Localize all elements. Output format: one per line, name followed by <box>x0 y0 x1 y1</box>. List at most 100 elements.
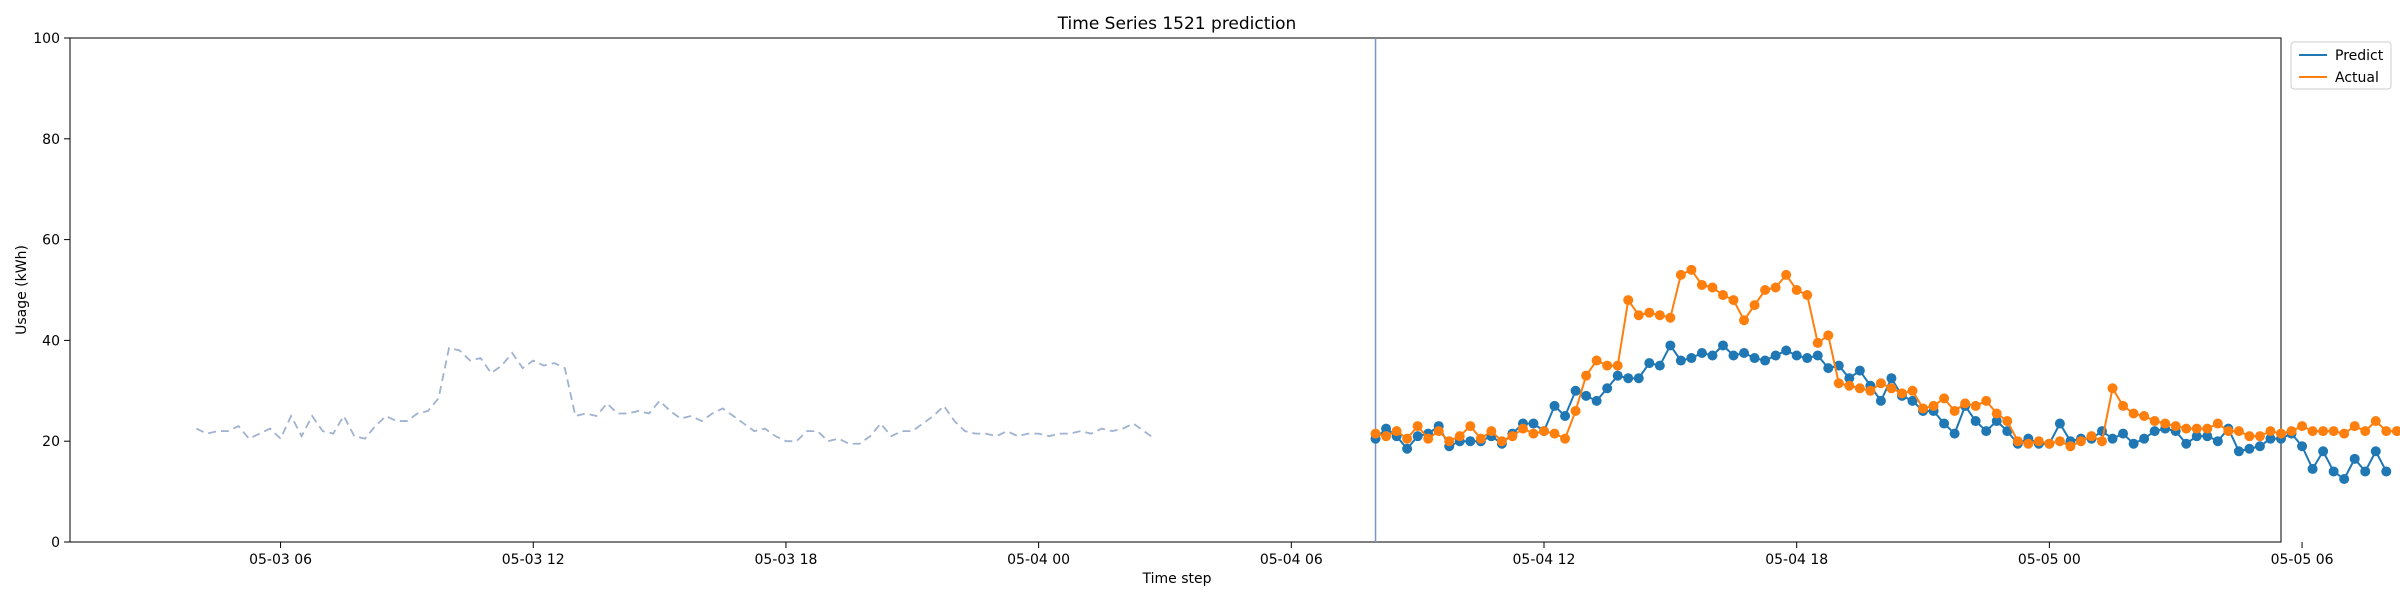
predict-point <box>1749 353 1760 364</box>
actual-point <box>1496 436 1507 447</box>
actual-point <box>2181 423 2192 434</box>
actual-point <box>2033 436 2044 447</box>
actual-point <box>2339 428 2350 439</box>
y-tick-label: 60 <box>42 233 60 249</box>
predict-point <box>1402 443 1413 454</box>
actual-point <box>1991 408 2002 419</box>
actual-point <box>1707 282 1718 293</box>
predict-point <box>2139 433 2150 444</box>
predict-point <box>1739 348 1750 358</box>
chart-title: Time Series 1521 prediction <box>1057 14 1297 34</box>
predict-point <box>1549 400 1560 411</box>
actual-point <box>1423 433 1434 444</box>
legend-label-actual: Actual <box>2335 70 2379 86</box>
actual-point <box>1539 426 1549 437</box>
predict-point <box>1886 373 1897 384</box>
actual-point <box>1802 290 1813 301</box>
actual-point <box>2128 408 2139 419</box>
actual-point <box>2160 418 2171 429</box>
actual-point <box>2023 438 2034 449</box>
legend: Predict Actual <box>2290 41 2392 90</box>
actual-point <box>1486 426 1497 437</box>
actual-point <box>1896 388 1907 399</box>
predict-point <box>1781 345 1792 356</box>
actual-point <box>2318 426 2329 437</box>
actual-point <box>1623 295 1634 306</box>
predict-point <box>1907 395 1918 406</box>
y-tick-label: 20 <box>42 434 60 450</box>
actual-point <box>1665 312 1676 323</box>
predict-point <box>1991 416 2002 427</box>
plot-area <box>69 37 2282 543</box>
actual-point <box>1823 330 1834 341</box>
predict-line <box>1374 343 2388 481</box>
predict-point <box>1939 418 1950 429</box>
actual-point <box>1433 426 1444 437</box>
x-tick-label: 05-04 00 <box>1007 552 1070 568</box>
predict-point <box>1381 423 1392 434</box>
actual-point <box>1402 433 1413 444</box>
predict-point <box>1970 416 1981 427</box>
actual-point <box>1612 360 1623 371</box>
actual-point <box>1928 400 1939 411</box>
predict-point <box>1412 431 1423 442</box>
predict-point <box>1570 385 1581 396</box>
predict-point <box>2107 433 2118 444</box>
actual-point <box>1833 378 1844 389</box>
actual-point <box>1749 300 1760 311</box>
predict-point <box>2191 431 2202 442</box>
actual-point <box>1907 385 1918 396</box>
predict-point <box>1602 383 1613 394</box>
actual-point <box>1581 370 1592 381</box>
predict-point <box>2181 438 2192 449</box>
predict-point <box>1528 418 1539 429</box>
actual-point <box>1454 431 1465 442</box>
actual-point <box>1686 264 1697 275</box>
x-axis-label: Time step <box>1142 571 1212 587</box>
actual-point <box>2223 426 2234 437</box>
actual-point <box>1739 315 1750 326</box>
actual-point <box>1854 383 1865 394</box>
actual-point <box>2107 383 2118 394</box>
predict-point <box>1644 358 1655 369</box>
predict-point <box>1875 395 1886 406</box>
actual-point <box>2307 426 2318 437</box>
actual-point <box>2086 431 2097 442</box>
predict-point <box>1981 426 1992 437</box>
predict-point <box>2339 474 2350 484</box>
predict-point <box>1591 395 1602 406</box>
actual-point <box>1412 421 1423 432</box>
actual-point <box>1654 310 1665 321</box>
x-tick-label: 05-05 06 <box>2271 552 2334 568</box>
actual-point <box>1633 310 1644 321</box>
actual-point <box>2075 436 2086 447</box>
predict-point <box>2381 466 2392 477</box>
actual-point <box>2002 416 2013 427</box>
actual-point <box>2149 416 2160 427</box>
y-tick-label: 80 <box>42 132 60 148</box>
actual-point <box>1728 295 1739 306</box>
predict-point <box>2297 441 2308 452</box>
y-tick-label: 0 <box>51 535 60 551</box>
predict-point <box>1812 350 1823 361</box>
actual-point <box>1517 423 1528 434</box>
actual-point <box>1591 355 1602 366</box>
y-axis: 0 20 40 60 80 100 <box>33 31 70 551</box>
x-tick-label: 05-03 12 <box>502 552 565 568</box>
predict-point <box>1728 350 1739 361</box>
actual-point <box>2012 436 2023 447</box>
actual-point <box>2297 421 2308 432</box>
actual-point <box>2254 431 2265 442</box>
actual-point <box>2381 426 2392 437</box>
plot-lines <box>195 38 2400 542</box>
predict-point <box>1696 348 1707 358</box>
actual-point <box>2170 421 2181 432</box>
predict-point <box>1560 411 1571 421</box>
y-tick-label: 100 <box>33 31 60 47</box>
predict-point <box>2128 438 2139 449</box>
predict-point <box>2118 428 2129 439</box>
predict-point <box>1707 350 1718 361</box>
actual-point <box>1696 279 1707 290</box>
legend-label-predict: Predict <box>2335 48 2384 64</box>
predict-point <box>1770 350 1781 361</box>
